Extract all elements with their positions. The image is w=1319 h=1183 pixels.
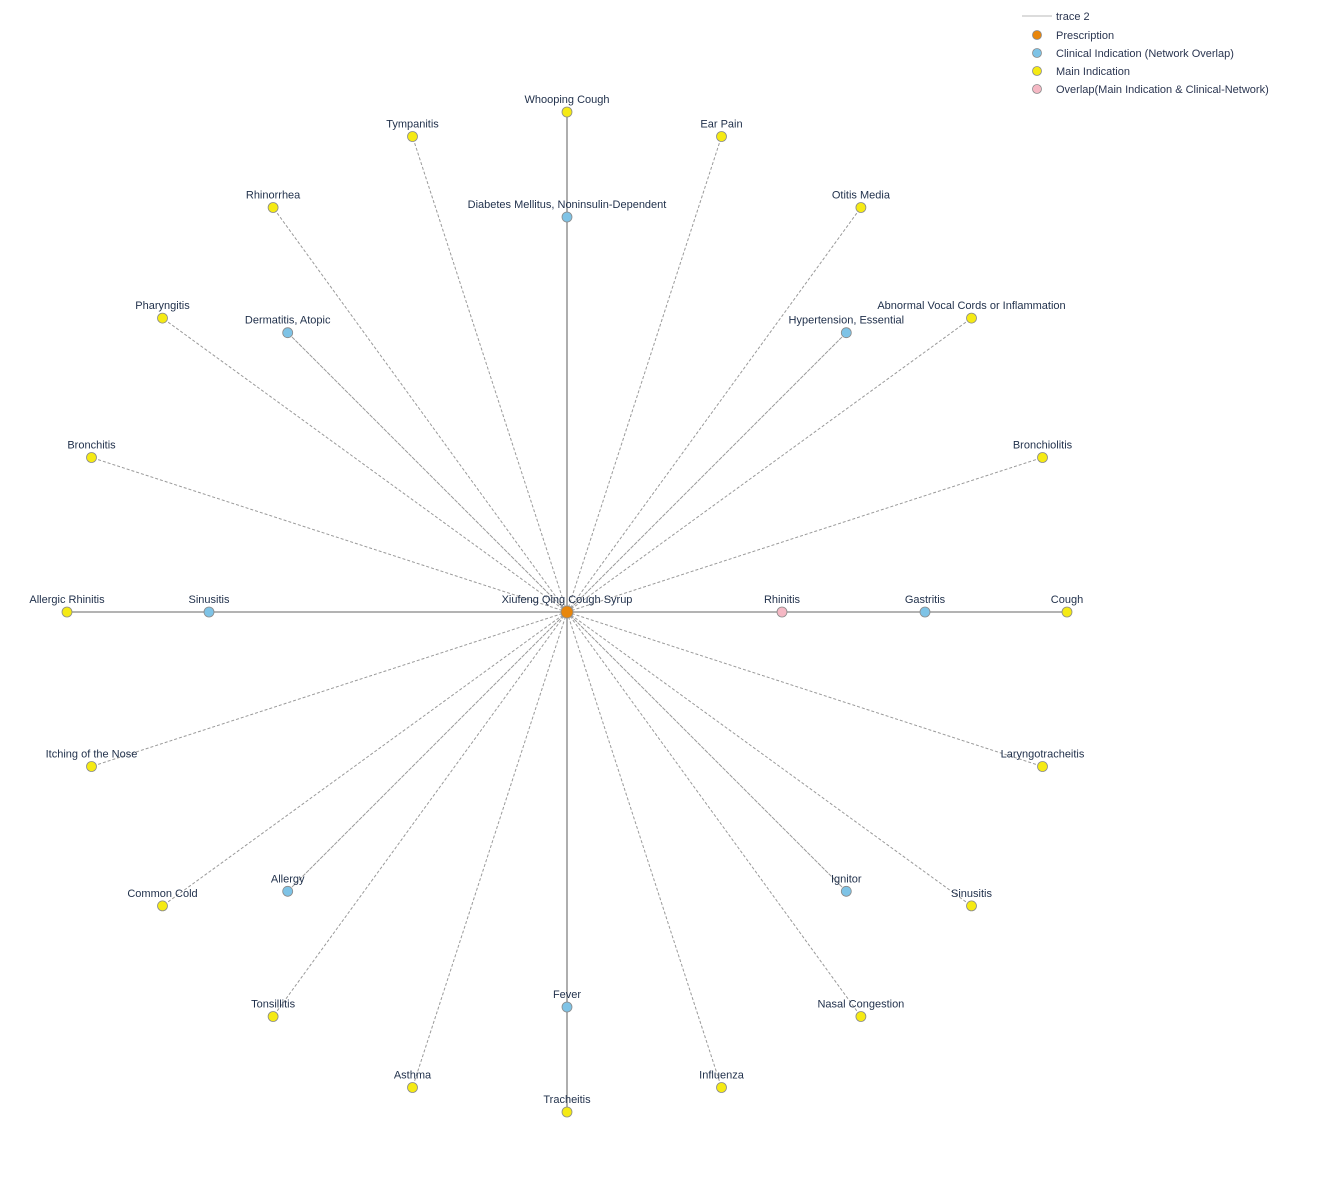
- node-nasal-congestion[interactable]: [855, 1011, 867, 1022]
- node-label-nasal-congestion: Nasal Congestion: [817, 999, 904, 1011]
- node-tracheitis[interactable]: [561, 1106, 573, 1118]
- node-label-laryngotracheitis: Laryngotracheitis: [1001, 749, 1085, 761]
- edge-nasal-congestion: [566, 611, 862, 1017]
- node-ignitor[interactable]: [840, 885, 852, 897]
- node-label-rhinitis: Rhinitis: [764, 594, 801, 606]
- edge-ignitor: [566, 611, 847, 892]
- edge-asthma: [412, 611, 568, 1088]
- node-label-fever: Fever: [553, 989, 581, 1001]
- node-gastritis[interactable]: [919, 606, 931, 618]
- legend: trace 2 Prescription Clinical Indication…: [1022, 11, 1269, 96]
- legend-prescription-marker: [1032, 30, 1042, 40]
- edge-bronchitis: [91, 457, 568, 613]
- edge-tympanitis: [412, 136, 568, 613]
- edge-influenza: [566, 611, 722, 1088]
- node-label-ignitor: Ignitor: [831, 873, 862, 885]
- legend-clinical-marker: [1032, 48, 1042, 58]
- node-dermatitis-atopic[interactable]: [282, 327, 294, 339]
- edge-rhinorrhea: [272, 207, 568, 613]
- node-label-common-cold: Common Cold: [127, 888, 197, 900]
- edge-dermatitis-atopic: [287, 332, 568, 613]
- node-otitis-media[interactable]: [855, 202, 867, 213]
- node-label-ear-pain: Ear Pain: [700, 119, 742, 131]
- legend-item-prescription: Prescription: [1056, 30, 1114, 42]
- edge-allergy: [287, 611, 568, 892]
- node-label-influenza: Influenza: [699, 1070, 745, 1082]
- node-label-dermatitis-atopic: Dermatitis, Atopic: [245, 315, 331, 327]
- node-rhinitis[interactable]: [776, 606, 788, 618]
- edge-abnormal-vocal-cords-or-inflammation: [566, 317, 972, 613]
- node-hypertension-essential[interactable]: [840, 327, 852, 339]
- node-sinusitis[interactable]: [203, 606, 215, 618]
- node-label-allergy: Allergy: [271, 873, 305, 885]
- node-influenza[interactable]: [716, 1082, 727, 1093]
- node-label-tympanitis: Tympanitis: [386, 119, 439, 131]
- node-label-tonsillitis: Tonsillitis: [251, 999, 296, 1011]
- node-whooping-cough[interactable]: [561, 106, 573, 118]
- node-itching-of-the-nose[interactable]: [86, 761, 97, 772]
- node-label-rhinorrhea: Rhinorrhea: [246, 190, 301, 202]
- node-bronchiolitis[interactable]: [1037, 452, 1048, 463]
- node-pharyngitis[interactable]: [157, 312, 168, 324]
- edge-bronchiolitis: [566, 457, 1043, 613]
- node-ear-pain[interactable]: [716, 131, 727, 142]
- edge-laryngotracheitis: [566, 611, 1043, 767]
- legend-item-main: Main Indication: [1056, 66, 1130, 78]
- edge-otitis-media: [566, 207, 862, 613]
- node-label-tracheitis: Tracheitis: [543, 1094, 591, 1106]
- node-fever[interactable]: [561, 1001, 573, 1013]
- edge-itching-of-the-nose: [91, 611, 568, 767]
- node-abnormal-vocal-cords-or-inflammation[interactable]: [966, 312, 977, 324]
- node-label-abnormal-vocal-cords-or-inflammation: Abnormal Vocal Cords or Inflammation: [877, 300, 1065, 312]
- node-diabetes-mellitus-noninsulin-dependent[interactable]: [561, 211, 573, 223]
- node-label-allergic-rhinitis: Allergic Rhinitis: [29, 594, 105, 606]
- node-rhinorrhea[interactable]: [267, 202, 279, 213]
- node-label-diabetes-mellitus-noninsulin-dependent: Diabetes Mellitus, Noninsulin-Dependent: [468, 199, 667, 211]
- legend-item-clinical: Clinical Indication (Network Overlap): [1056, 48, 1234, 60]
- node-laryngotracheitis[interactable]: [1037, 761, 1048, 772]
- edge-ear-pain: [566, 136, 722, 613]
- labels-layer: Whooping Cough Tympanitis Rhinorrhea Pharyn…: [29, 94, 1084, 1106]
- node-common-cold[interactable]: [157, 900, 168, 912]
- node-label-asthma: Asthma: [394, 1070, 432, 1082]
- legend-item-overlap: Overlap(Main Indication & Clinical-Netwo…: [1056, 84, 1269, 96]
- node-asthma[interactable]: [407, 1082, 418, 1093]
- node-label-gastritis: Gastritis: [905, 594, 946, 606]
- legend-main-marker: [1032, 66, 1042, 76]
- node-bronchitis[interactable]: [86, 452, 97, 463]
- node-label-bronchiolitis: Bronchiolitis: [1013, 440, 1073, 452]
- node-label-sinusitis: Sinusitis: [951, 888, 992, 900]
- node-label-whooping-cough: Whooping Cough: [524, 94, 609, 106]
- edges-layer: [67, 112, 1067, 1112]
- node-sinusitis[interactable]: [966, 900, 977, 912]
- node-tonsillitis[interactable]: [267, 1011, 279, 1022]
- edge-hypertension-essential: [566, 332, 847, 613]
- node-allergic-rhinitis[interactable]: [61, 606, 73, 618]
- node-allergy[interactable]: [282, 885, 294, 897]
- node-label-hypertension-essential: Hypertension, Essential: [789, 315, 905, 327]
- node-label-pharyngitis: Pharyngitis: [135, 300, 190, 312]
- node-label-bronchitis: Bronchitis: [67, 440, 116, 452]
- node-label-otitis-media: Otitis Media: [832, 190, 891, 202]
- nodes-layer: [61, 106, 1073, 1118]
- edge-pharyngitis: [162, 317, 568, 613]
- node-cough[interactable]: [1061, 606, 1073, 618]
- node-label-center: Xiufeng Qing Cough Syrup: [502, 594, 633, 606]
- node-label-sinusitis: Sinusitis: [189, 594, 230, 606]
- node-center-prescription[interactable]: [560, 605, 574, 619]
- legend-overlap-marker: [1032, 84, 1042, 94]
- edge-sinusitis: [566, 611, 972, 907]
- node-tympanitis[interactable]: [407, 131, 418, 142]
- edge-tonsillitis: [272, 611, 568, 1017]
- legend-item-trace: trace 2: [1056, 11, 1090, 23]
- node-label-itching-of-the-nose: Itching of the Nose: [46, 749, 138, 761]
- edge-common-cold: [162, 611, 568, 907]
- node-label-cough: Cough: [1051, 594, 1083, 606]
